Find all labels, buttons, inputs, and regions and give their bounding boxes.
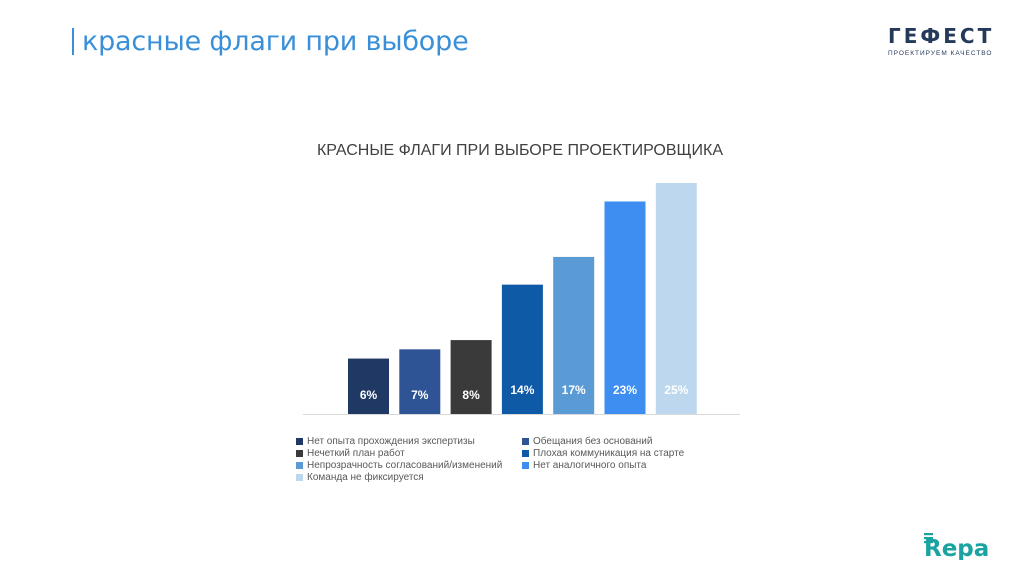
legend-label: Обещания без оснований	[533, 436, 653, 447]
bar	[655, 183, 697, 414]
data-label: 14%	[510, 383, 534, 397]
chart-legend: Нет опыта прохождения экспертизы Обещания…	[296, 436, 716, 483]
slide-title-text: красные флаги при выборе	[82, 26, 469, 57]
legend-swatch	[522, 462, 529, 469]
bar	[553, 256, 595, 414]
legend-swatch	[296, 438, 303, 445]
bar	[604, 201, 646, 414]
company-logo: ГЕФЕСТ ПРОЕКТИРУЕМ КАЧЕСТВО	[888, 24, 1000, 57]
bar	[399, 349, 441, 414]
data-label: 8%	[462, 388, 480, 402]
legend-label: Нет опыта прохождения экспертизы	[307, 436, 475, 447]
legend-swatch	[522, 438, 529, 445]
logo-tagline: ПРОЕКТИРУЕМ КАЧЕСТВО	[888, 50, 993, 57]
legend-swatch	[296, 450, 303, 457]
slide-title: красные флаги при выборе	[72, 26, 469, 57]
data-label: 7%	[411, 388, 429, 402]
legend-swatch	[522, 450, 529, 457]
legend-item: Нет опыта прохождения экспертизы	[296, 436, 522, 447]
legend-item: Обещания без оснований	[522, 436, 716, 447]
legend-swatch	[296, 474, 303, 481]
bar	[348, 358, 389, 414]
brand-mark-text: Repa	[924, 536, 989, 560]
legend-swatch	[296, 462, 303, 469]
legend-label: Команда не фиксируется	[307, 472, 424, 483]
legend-item: Нечеткий план работ	[296, 448, 522, 459]
legend-label: Плохая коммуникация на старте	[533, 448, 685, 459]
data-label: 23%	[613, 383, 637, 397]
legend-item: Команда не фиксируется	[296, 472, 522, 483]
bar	[450, 340, 492, 414]
data-label: 25%	[664, 383, 688, 397]
legend-label: Нечеткий план работ	[307, 448, 405, 459]
legend-label: Непрозрачность согласований/изменений	[307, 460, 503, 471]
bar	[501, 284, 543, 414]
brand-mark-logo: Repa	[924, 533, 989, 560]
title-accent-bar	[72, 28, 74, 55]
legend-item: Плохая коммуникация на старте	[522, 448, 716, 459]
legend-item: Непрозрачность согласований/изменений	[296, 460, 522, 471]
chart-title: КРАСНЫЕ ФЛАГИ ПРИ ВЫБОРЕ ПРОЕКТИРОВЩИКА	[316, 142, 723, 159]
legend-item: Нет аналогичного опыта	[522, 460, 716, 471]
logo-name: ГЕФЕСТ	[888, 24, 995, 48]
legend-label: Нет аналогичного опыта	[533, 460, 647, 471]
data-label: 17%	[562, 383, 586, 397]
data-label: 6%	[360, 388, 378, 402]
brand-stripes-icon	[924, 533, 933, 544]
